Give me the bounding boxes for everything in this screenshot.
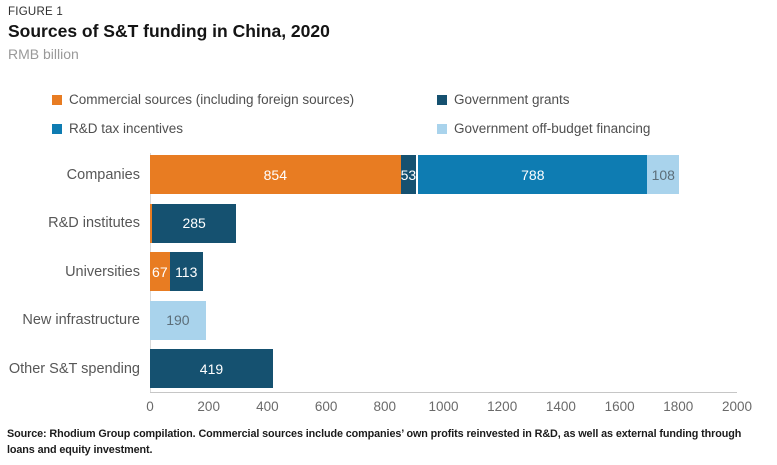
- chart-header: FIGURE 1 Sources of S&T funding in China…: [8, 6, 330, 62]
- bar-segment: 190: [150, 300, 206, 340]
- bar-value-label: 113: [175, 263, 198, 280]
- bar-value-label: 67: [152, 263, 168, 280]
- x-tick-label: 1400: [545, 399, 576, 414]
- bar-segment: 108: [647, 155, 680, 194]
- bar-chart-plot-area: Companies 854 53 788 108 R&D institutes 285 Uni…: [0, 153, 777, 414]
- legend-swatch-icon: [52, 95, 62, 105]
- source-note: Source: Rhodium Group compilation. Comme…: [7, 426, 777, 458]
- legend-label: Government off-budget financing: [454, 121, 651, 137]
- bar-track: 190: [150, 300, 737, 340]
- bar-rows: Companies 854 53 788 108 R&D institutes 285 Uni…: [0, 155, 777, 388]
- x-tick-label: 0: [146, 399, 154, 414]
- bar-segment: 113: [169, 252, 203, 291]
- x-axis-ticks: 0 200 400 600 800 1000 1200 1400 1600 1800 2000: [146, 399, 752, 415]
- x-tick-label: 200: [197, 399, 220, 414]
- bar-value-label: 788: [521, 166, 545, 183]
- legend-swatch-icon: [52, 124, 62, 135]
- bar-value-label: 285: [182, 215, 206, 231]
- x-tick-label: 1200: [487, 399, 518, 414]
- x-tick-label: 1800: [663, 399, 694, 414]
- bar-row: Other S&T spending 419: [0, 349, 777, 388]
- bar-row: R&D institutes 285: [0, 203, 777, 243]
- x-axis-line: [150, 392, 737, 393]
- legend-swatch-icon: [437, 124, 447, 135]
- bar-value-label: 108: [651, 166, 675, 183]
- bar-row: Companies 854 53 788 108: [0, 155, 777, 194]
- legend-item: R&D tax incentives: [52, 121, 437, 137]
- bar-row: Universities 67 113: [0, 252, 777, 291]
- source-note-line: Source: Rhodium Group compilation. Comme…: [7, 427, 742, 440]
- legend-label: Government grants: [454, 92, 570, 107]
- category-label: R&D institutes: [48, 215, 140, 231]
- bar-row: New infrastructure 190: [0, 300, 777, 340]
- legend-swatch-icon: [437, 95, 447, 105]
- chart-legend: Commercial sources (including foreign so…: [52, 92, 650, 137]
- legend-label: Commercial sources (including foreign so…: [69, 92, 355, 107]
- bar-track: 67 113: [150, 252, 737, 291]
- bar-value-label: 53: [400, 166, 417, 183]
- bar-segment: 53: [400, 155, 417, 194]
- x-tick-label: 400: [256, 399, 279, 414]
- bar-segment: 285: [152, 203, 236, 243]
- bar-segment: 67: [150, 252, 170, 291]
- category-label: Companies: [66, 166, 140, 183]
- legend-label: R&D tax incentives: [69, 121, 184, 137]
- legend-item: Government grants: [437, 92, 650, 108]
- source-note-line: loans and equity investment.: [7, 443, 153, 456]
- figure-number: FIGURE 1: [8, 6, 64, 18]
- bar-track: 419: [150, 349, 737, 388]
- x-tick-label: 1000: [428, 399, 459, 414]
- chart-title: Sources of S&T funding in China, 2020: [8, 21, 330, 41]
- bar-segment: 854: [150, 155, 401, 194]
- category-label: New infrastructure: [22, 312, 140, 328]
- category-label: Universities: [65, 263, 140, 280]
- category-label: Other S&T spending: [8, 360, 140, 377]
- chart-unit-label: RMB billion: [8, 46, 79, 62]
- bar-value-label: 419: [199, 360, 224, 377]
- bar-value-label: 190: [166, 312, 190, 328]
- legend-item: Government off-budget financing: [437, 121, 650, 137]
- x-tick-label: 1600: [604, 399, 635, 414]
- bar-track: 285: [150, 203, 737, 243]
- bar-segment: 788: [416, 155, 648, 194]
- x-tick-label: 2000: [721, 399, 753, 414]
- bar-segment: 419: [150, 349, 273, 388]
- legend-item: Commercial sources (including foreign so…: [52, 92, 437, 108]
- x-tick-label: 800: [373, 399, 397, 414]
- x-tick-label: 600: [314, 399, 338, 414]
- bar-value-label: 854: [263, 166, 287, 183]
- bar-track: 854 53 788 108: [150, 155, 737, 194]
- bar-segment: [150, 203, 153, 243]
